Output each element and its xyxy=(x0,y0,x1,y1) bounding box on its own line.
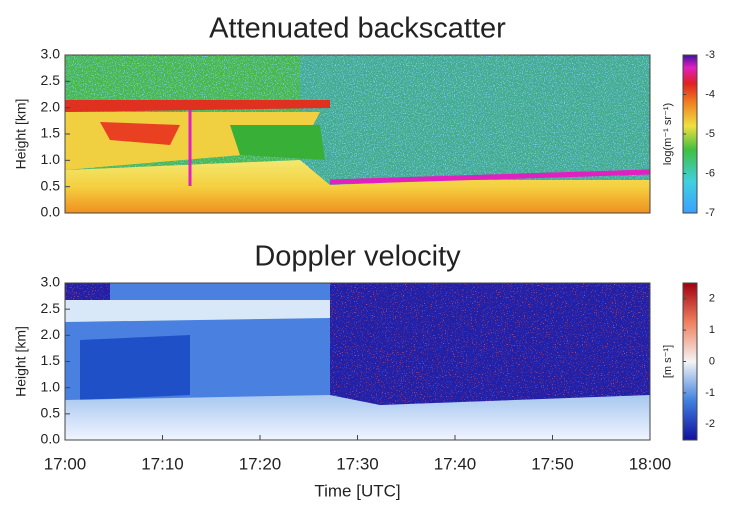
colorbar-tick-label: 1 xyxy=(709,324,715,336)
y-tick-label: 1.5 xyxy=(41,352,61,368)
y-tick-label: 1.0 xyxy=(41,378,61,394)
y-tick-label: 1.0 xyxy=(41,151,61,167)
y-tick-label: 3.0 xyxy=(41,46,61,62)
colorbar-label: [m s⁻¹] xyxy=(662,345,674,378)
x-tick-label: 17:00 xyxy=(44,454,87,473)
colorbar-tick-label: 2 xyxy=(709,293,715,305)
x-tick-label: 17:40 xyxy=(434,454,477,473)
y-tick-label: 0.0 xyxy=(41,431,61,447)
x-axis-label: Time [UTC] xyxy=(314,481,400,500)
backscatter-image xyxy=(65,55,650,213)
x-tick-label: 17:20 xyxy=(239,454,282,473)
doppler-image xyxy=(65,283,650,440)
colorbar-tick-label: -5 xyxy=(705,128,715,140)
y-tick-label: 3.0 xyxy=(41,274,61,290)
y-tick-label: 2.0 xyxy=(41,98,61,114)
y-tick-label: 2.0 xyxy=(41,326,61,342)
x-tick-label: 17:30 xyxy=(336,454,379,473)
y-tick-label: 1.5 xyxy=(41,125,61,141)
colorbar-tick-label: -7 xyxy=(705,207,715,219)
y-tick-label: 2.5 xyxy=(41,72,61,88)
y-tick-label: 2.5 xyxy=(41,300,61,316)
colorbar-tick-label: -3 xyxy=(705,49,715,61)
x-tick-label: 18:00 xyxy=(629,454,672,473)
colorbar-tick-label: -1 xyxy=(705,387,715,399)
x-tick-label: 17:10 xyxy=(141,454,184,473)
y-tick-label: 0.5 xyxy=(41,405,61,421)
colorbar-tick-label: -6 xyxy=(705,167,715,179)
y-tick-label: 0.0 xyxy=(41,204,61,220)
y-axis-label: Height [km] xyxy=(13,99,29,170)
x-tick-label: 17:50 xyxy=(531,454,574,473)
colorbar-label: log(m⁻¹ sr⁻¹) xyxy=(662,103,674,165)
colorbar-tick-label: -4 xyxy=(705,88,715,100)
y-axis-label: Height [km] xyxy=(13,326,29,397)
chart-title: Doppler velocity xyxy=(254,241,461,273)
colorbar-tick-label: -2 xyxy=(705,418,715,430)
y-tick-label: 0.5 xyxy=(41,177,61,193)
chart-title: Attenuated backscatter xyxy=(209,13,506,45)
colorbar-tick-label: 0 xyxy=(709,355,715,367)
